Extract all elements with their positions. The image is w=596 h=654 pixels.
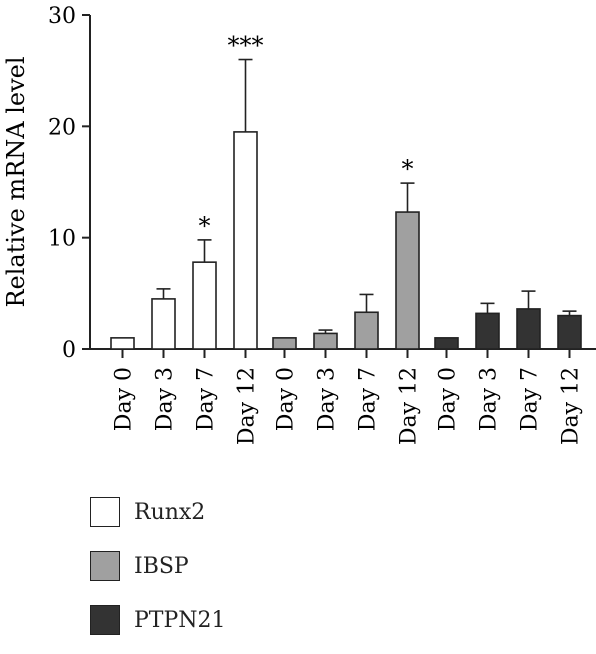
legend-item-ibsp: IBSP (90, 546, 226, 586)
chart-bars: ***** (110, 32, 582, 350)
y-tick-label: 30 (48, 4, 76, 29)
x-tick-label: Day 0 (436, 367, 461, 431)
y-tick-label: 0 (62, 338, 76, 363)
significance-label: * (199, 212, 211, 240)
bar (395, 211, 420, 350)
bar (192, 261, 217, 350)
x-tick-label: Day 0 (112, 367, 137, 431)
x-tick-label: Day 0 (274, 367, 299, 431)
x-tick-label: Day 3 (477, 367, 502, 431)
y-axis-label: Relative mRNA level (2, 56, 30, 307)
legend-swatch-ibsp (90, 551, 120, 581)
x-tick-label: Day 7 (356, 367, 381, 431)
x-tick-label: Day 12 (559, 367, 584, 445)
bar (313, 332, 338, 350)
bar (434, 337, 459, 350)
legend-label-ibsp: IBSP (134, 553, 189, 579)
legend-item-runx2: Runx2 (90, 492, 226, 532)
x-tick-label: Day 3 (153, 367, 178, 431)
legend-label-runx2: Runx2 (134, 499, 206, 525)
y-tick-label: 20 (48, 115, 76, 140)
legend-label-ptpn21: PTPN21 (134, 607, 226, 633)
x-tick-label: Day 12 (235, 367, 260, 445)
legend-swatch-runx2 (90, 497, 120, 527)
significance-label: * (402, 155, 414, 183)
legend-item-ptpn21: PTPN21 (90, 600, 226, 640)
chart-axes: 0 10 20 30 (48, 4, 596, 363)
legend-swatch-ptpn21 (90, 605, 120, 635)
bar (354, 311, 379, 350)
x-tick-label: Day 7 (518, 367, 543, 431)
y-tick-label: 10 (48, 227, 76, 252)
x-tick-label: Day 12 (397, 367, 422, 445)
significance-label: *** (228, 32, 264, 60)
bar (516, 308, 541, 350)
bar (151, 298, 176, 350)
bar (233, 131, 258, 350)
bar (557, 314, 582, 350)
chart-legend: Runx2 IBSP PTPN21 (90, 492, 226, 654)
bar (272, 337, 297, 350)
bar (110, 337, 135, 350)
x-tick-labels: Day 0 Day 3 Day 7 Day 12 Day 0 Day 3 Day 7 Day … (112, 367, 584, 445)
bar (475, 312, 500, 350)
x-tick-label: Day 3 (315, 367, 340, 431)
x-tick-label: Day 7 (194, 367, 219, 431)
